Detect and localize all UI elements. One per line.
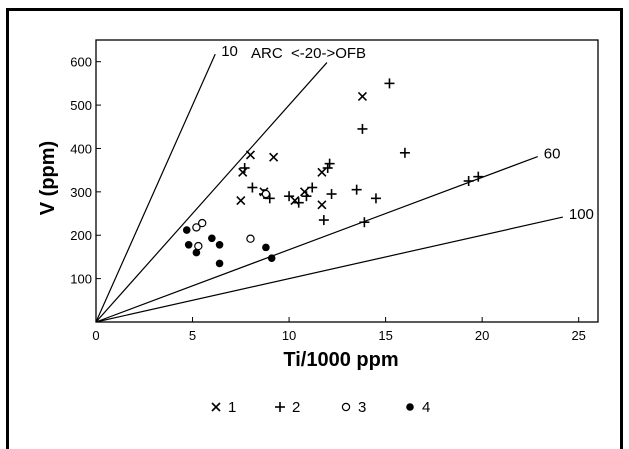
axis-ticks: 0 5 10 15 20 25 100 200 300 400 500 600 [70, 55, 586, 343]
x-axis-title: Ti/1000 ppm [283, 349, 398, 371]
data-point [318, 215, 329, 226]
x-tick-label: 15 [378, 328, 392, 343]
series-3 [192, 189, 271, 251]
data-points [182, 78, 484, 268]
frame-border-left [6, 8, 9, 449]
data-point [351, 184, 362, 195]
data-point [236, 195, 246, 206]
y-tick-label: 300 [70, 185, 92, 200]
legend-marker [275, 402, 285, 412]
data-point [293, 197, 304, 208]
data-point [245, 150, 256, 160]
legend-label: 4 [422, 399, 430, 416]
reference-line [95, 62, 328, 323]
legend-label: 1 [228, 399, 236, 416]
legend-marker [341, 402, 351, 412]
data-point [192, 248, 201, 257]
y-axis-title: V (ppm) [37, 141, 59, 215]
legend-label: 2 [292, 399, 300, 416]
data-point [357, 91, 368, 101]
x-tick-label: 20 [475, 328, 489, 343]
legend: 1 2 3 4 [211, 399, 430, 416]
data-point [262, 243, 270, 252]
y-tick-label: 600 [70, 55, 92, 70]
reference-line-label: 100 [569, 206, 594, 223]
data-point [184, 240, 193, 249]
reference-line [95, 53, 216, 323]
frame-border-right [620, 8, 623, 449]
data-point [192, 223, 201, 232]
data-point [247, 182, 258, 193]
x-tick-label: 5 [189, 328, 196, 343]
y-tick-label: 200 [70, 228, 92, 243]
data-point [246, 234, 255, 243]
data-point [359, 217, 370, 228]
data-point [370, 193, 381, 204]
data-point [267, 254, 276, 263]
reference-line-label: 60 [544, 146, 561, 163]
plot-frame [95, 39, 599, 323]
data-point [463, 176, 474, 186]
frame-border-top [6, 8, 623, 11]
arc-ofb-annotation: ARC <-20->OFB [251, 45, 366, 62]
y-tick-label: 400 [70, 141, 92, 156]
data-point [301, 191, 312, 202]
data-point [284, 191, 295, 202]
data-point [324, 158, 335, 169]
data-point [194, 241, 203, 251]
legend-item: 4 [406, 399, 430, 416]
data-point [215, 259, 224, 268]
data-point [239, 162, 250, 173]
legend-marker [406, 403, 414, 411]
reference-lines: 10 60 100 [95, 43, 594, 323]
data-point [322, 162, 333, 173]
data-point [357, 123, 368, 134]
data-point [269, 152, 279, 162]
x-tick-label: 10 [282, 328, 296, 343]
data-point [238, 167, 248, 177]
data-point [197, 218, 207, 228]
data-point [182, 226, 191, 234]
data-point [473, 171, 484, 182]
series-2 [239, 78, 484, 228]
plot-area-border [95, 39, 599, 323]
reference-line-label: 10 [221, 43, 238, 60]
x-tick-label: 0 [92, 328, 99, 343]
data-point [399, 147, 410, 158]
series-4 [182, 226, 276, 268]
series-1 [236, 91, 368, 210]
x-tick-label: 25 [571, 328, 585, 343]
y-tick-label: 100 [70, 272, 92, 287]
data-point [307, 182, 318, 193]
data-point [299, 187, 310, 197]
data-point [384, 78, 395, 89]
data-point [317, 167, 327, 177]
y-tick-label: 500 [70, 98, 92, 113]
legend-item: 2 [275, 399, 300, 416]
legend-item: 1 [211, 399, 236, 416]
data-point [326, 189, 337, 200]
data-point [208, 234, 216, 243]
reference-line [95, 216, 563, 323]
legend-label: 3 [358, 399, 366, 416]
legend-item: 3 [341, 399, 366, 416]
reference-line [95, 155, 538, 323]
data-point [317, 200, 327, 210]
data-point [215, 240, 224, 249]
data-point [261, 189, 271, 199]
legend-marker [211, 402, 221, 412]
